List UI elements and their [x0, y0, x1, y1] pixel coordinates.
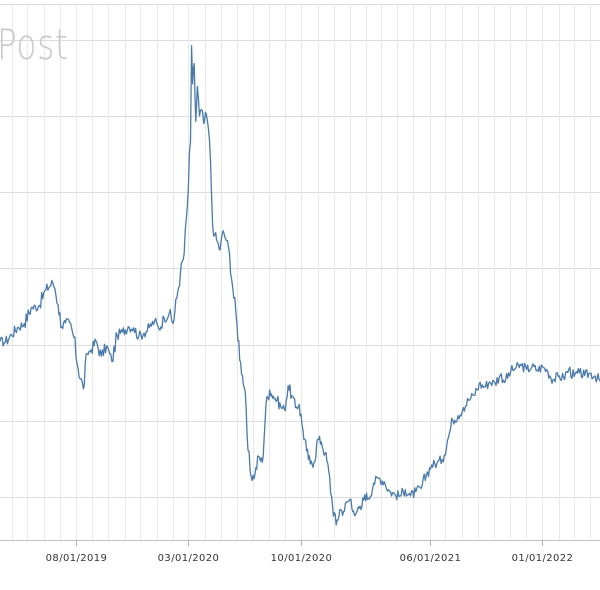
x-tick-label-2: 03/01/2020 — [158, 553, 220, 564]
x-tick-label-3: 10/01/2020 — [271, 553, 333, 564]
vertical-gridlines — [12, 4, 591, 540]
x-tick-label-5: 01/01/2022 — [512, 553, 574, 564]
x-axis-tick-labels: 08/01/2019 03/01/2020 10/01/2020 06/01/2021… — [46, 553, 574, 564]
x-tick-label-4: 06/01/2021 — [400, 553, 462, 564]
series-line-1 — [0, 45, 600, 526]
horizontal-gridlines — [0, 4, 600, 498]
x-axis-ticks — [76, 540, 543, 546]
series-layer — [0, 45, 600, 526]
x-tick-label-1: 08/01/2019 — [46, 553, 108, 564]
